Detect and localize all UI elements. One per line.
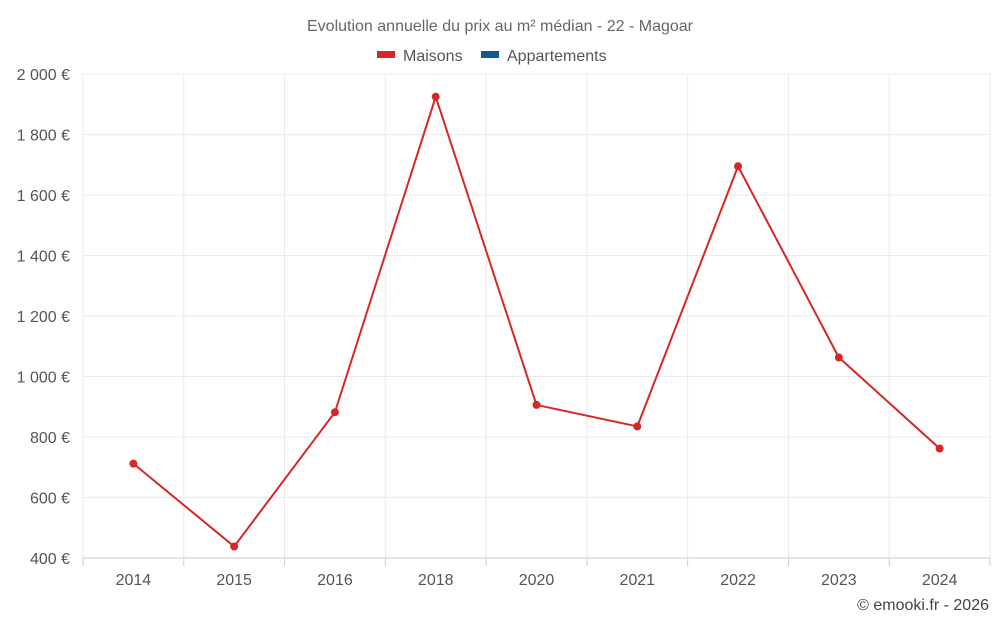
x-tick-label: 2016 (317, 572, 353, 589)
x-tick-label: 2014 (116, 572, 152, 589)
legend-swatch-maisons (377, 51, 395, 58)
data-point[interactable] (935, 444, 944, 453)
data-point[interactable] (633, 422, 642, 431)
x-tick-label: 2022 (720, 572, 756, 589)
x-tick-label: 2015 (216, 572, 252, 589)
data-point[interactable] (734, 162, 743, 171)
data-point[interactable] (230, 542, 239, 551)
series-group (129, 92, 944, 551)
y-axis: 400 € 600 € 800 € 1 000 € 1 200 € 1 400 € 1 60… (17, 67, 70, 568)
credit-text: © emooki.fr - 2026 (857, 597, 989, 614)
data-point[interactable] (532, 400, 541, 409)
data-point[interactable] (330, 408, 339, 417)
legend: Maisons Appartements (377, 48, 607, 65)
y-tick-label: 1 800 € (17, 128, 70, 145)
x-tick-label: 2020 (519, 572, 555, 589)
y-tick-label: 2 000 € (17, 67, 70, 84)
series-line-maisons (132, 93, 941, 548)
data-point[interactable] (129, 459, 138, 468)
data-point[interactable] (834, 353, 843, 362)
legend-swatch-appartements (481, 51, 499, 58)
y-tick-label: 1 400 € (17, 249, 70, 266)
x-axis: 2014 2015 2016 2018 2020 2021 2022 2023 2024 (82, 557, 991, 589)
x-tick-label: 2018 (418, 572, 454, 589)
legend-label-maisons[interactable]: Maisons (403, 48, 463, 65)
legend-label-appartements[interactable]: Appartements (507, 48, 607, 65)
y-tick-label: 600 € (30, 491, 70, 508)
y-tick-label: 1 000 € (17, 370, 70, 387)
y-tick-label: 800 € (30, 430, 70, 447)
data-point[interactable] (431, 92, 440, 101)
y-tick-label: 400 € (30, 551, 70, 568)
x-tick-label: 2023 (821, 572, 857, 589)
chart-title: Evolution annuelle du prix au m² médian … (307, 18, 694, 35)
y-tick-label: 1 600 € (17, 188, 70, 205)
y-tick-label: 1 200 € (17, 309, 70, 326)
x-tick-label: 2021 (619, 572, 655, 589)
x-tick-label: 2024 (922, 572, 958, 589)
grid (82, 73, 991, 559)
